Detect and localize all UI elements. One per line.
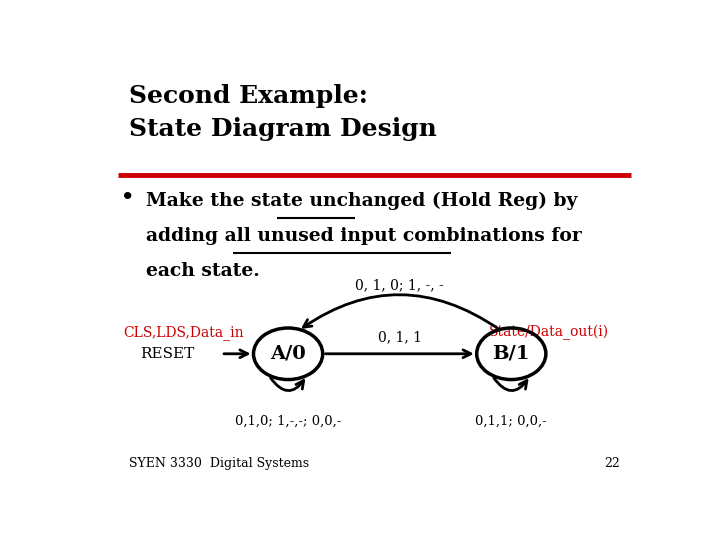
Text: State Diagram Design: State Diagram Design — [129, 117, 437, 141]
Text: each state.: each state. — [145, 262, 259, 280]
Text: SYEN 3330  Digital Systems: SYEN 3330 Digital Systems — [129, 457, 309, 470]
Text: 0, 1, 1: 0, 1, 1 — [378, 330, 422, 345]
Text: •: • — [121, 187, 134, 207]
Text: Second Example:: Second Example: — [129, 84, 368, 107]
Text: B/1: B/1 — [492, 345, 530, 363]
Text: CLS,LDS,Data_in: CLS,LDS,Data_in — [124, 325, 244, 340]
Text: 0, 1, 0; 1, -, -: 0, 1, 0; 1, -, - — [355, 279, 444, 293]
Text: 22: 22 — [604, 457, 620, 470]
Text: State/Data_out(i): State/Data_out(i) — [489, 325, 609, 340]
Text: adding all unused input combinations for: adding all unused input combinations for — [145, 227, 582, 245]
Text: A/0: A/0 — [270, 345, 306, 363]
Text: RESET: RESET — [140, 347, 194, 361]
Text: 0,1,1; 0,0,-: 0,1,1; 0,0,- — [475, 415, 547, 428]
Text: 0,1,0; 1,-,-; 0,0,-: 0,1,0; 1,-,-; 0,0,- — [235, 415, 341, 428]
Text: Make the state unchanged (Hold Reg) by: Make the state unchanged (Hold Reg) by — [145, 192, 577, 210]
